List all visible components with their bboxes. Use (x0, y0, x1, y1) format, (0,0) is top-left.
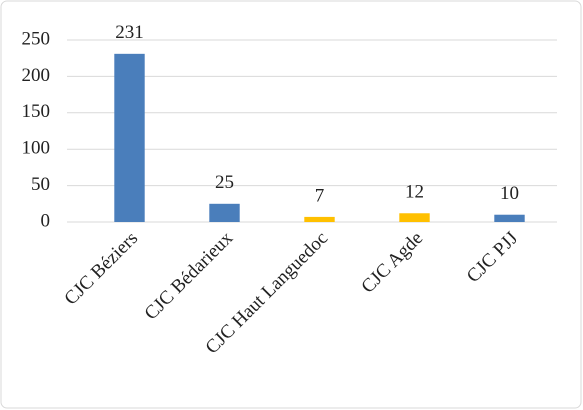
y-tick-label: 0 (41, 210, 51, 231)
bar (209, 203, 240, 222)
data-label: 25 (215, 172, 234, 193)
y-tick-label: 150 (22, 101, 51, 122)
data-label: 12 (405, 182, 424, 203)
y-tick-label: 50 (31, 174, 50, 195)
data-label: 7 (315, 185, 325, 206)
bar (114, 53, 145, 222)
data-label: 231 (115, 22, 144, 43)
data-label: 10 (500, 183, 519, 204)
y-tick-label: 200 (22, 65, 51, 86)
bar (304, 216, 335, 222)
y-tick-label: 250 (22, 28, 51, 49)
y-tick-label: 100 (22, 138, 51, 159)
bar (399, 213, 430, 222)
bar (494, 214, 525, 222)
